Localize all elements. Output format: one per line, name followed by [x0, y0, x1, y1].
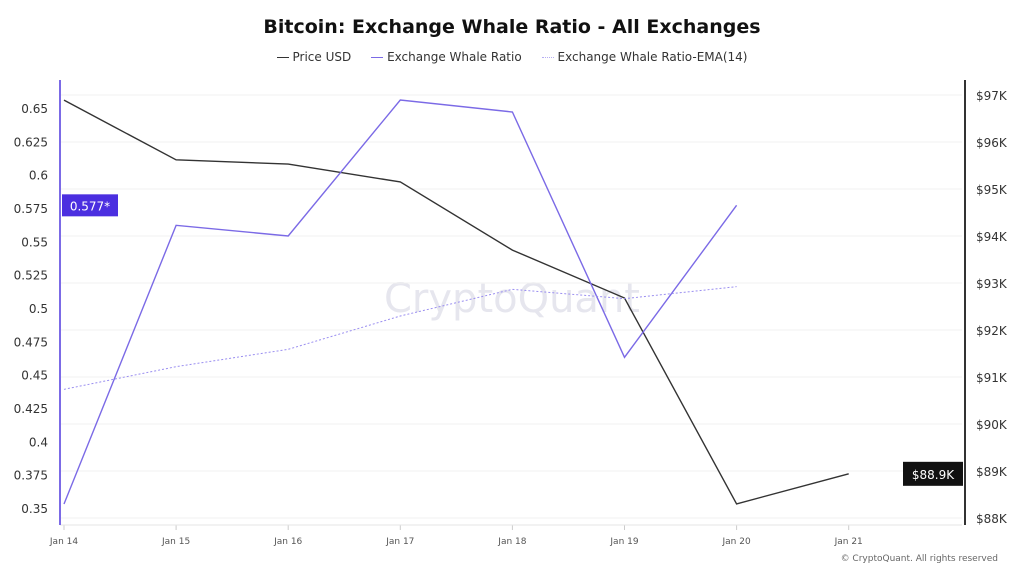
right-current-badge [903, 461, 963, 486]
x-tick-label: Jan 18 [497, 537, 526, 547]
legend: Price USD Exchange Whale Ratio Exchange … [0, 50, 1024, 64]
left-current-badge [62, 194, 118, 217]
left-tick-label: 0.6 [29, 169, 48, 183]
right-tick-label: $89K [976, 465, 1008, 479]
left-tick-label: 0.45 [21, 369, 48, 383]
right-tick-label: $97K [976, 89, 1008, 103]
right-tick-label: $94K [976, 230, 1008, 244]
series-line-0 [63, 99, 849, 505]
left-tick-label: 0.425 [14, 402, 48, 416]
x-tick-label: Jan 17 [385, 537, 414, 547]
right-tick-label: $96K [976, 136, 1008, 150]
right-tick-label: $93K [976, 277, 1008, 291]
right-tick-label: $91K [976, 371, 1008, 385]
right-tick-label: $90K [976, 418, 1008, 432]
legend-item-price[interactable]: Price USD [276, 50, 351, 64]
left-tick-label: 0.35 [21, 502, 48, 516]
left-tick-label: 0.475 [14, 335, 48, 349]
left-tick-label: 0.55 [21, 235, 48, 249]
x-tick-label: Jan 19 [609, 537, 638, 547]
left-tick-label: 0.575 [14, 202, 48, 216]
x-tick-label: Jan 20 [722, 537, 751, 547]
left-tick-label: 0.525 [14, 269, 48, 283]
left-current-label: 0.577* [70, 199, 110, 213]
x-tick-label: Jan 21 [834, 537, 863, 547]
legend-item-whale-ratio[interactable]: Exchange Whale Ratio [371, 50, 522, 64]
left-tick-label: 0.5 [29, 302, 48, 316]
x-tick-label: Jan 16 [273, 537, 302, 547]
chart-title: Bitcoin: Exchange Whale Ratio - All Exch… [263, 16, 761, 38]
left-tick-label: 0.375 [14, 469, 48, 483]
left-tick-label: 0.625 [14, 135, 48, 149]
left-tick-label: 0.4 [29, 435, 48, 449]
left-tick-label: 0.65 [21, 102, 48, 116]
x-tick-label: Jan 15 [161, 537, 190, 547]
right-tick-label: $95K [976, 183, 1008, 197]
right-tick-label: $88K [976, 512, 1008, 526]
right-current-label: $88.9K [912, 468, 955, 482]
x-tick-label: Jan 14 [49, 537, 78, 547]
copyright: © CryptoQuant. All rights reserved [840, 554, 998, 564]
right-tick-label: $92K [976, 324, 1008, 338]
legend-item-ema[interactable]: Exchange Whale Ratio-EMA(14) [541, 50, 747, 64]
